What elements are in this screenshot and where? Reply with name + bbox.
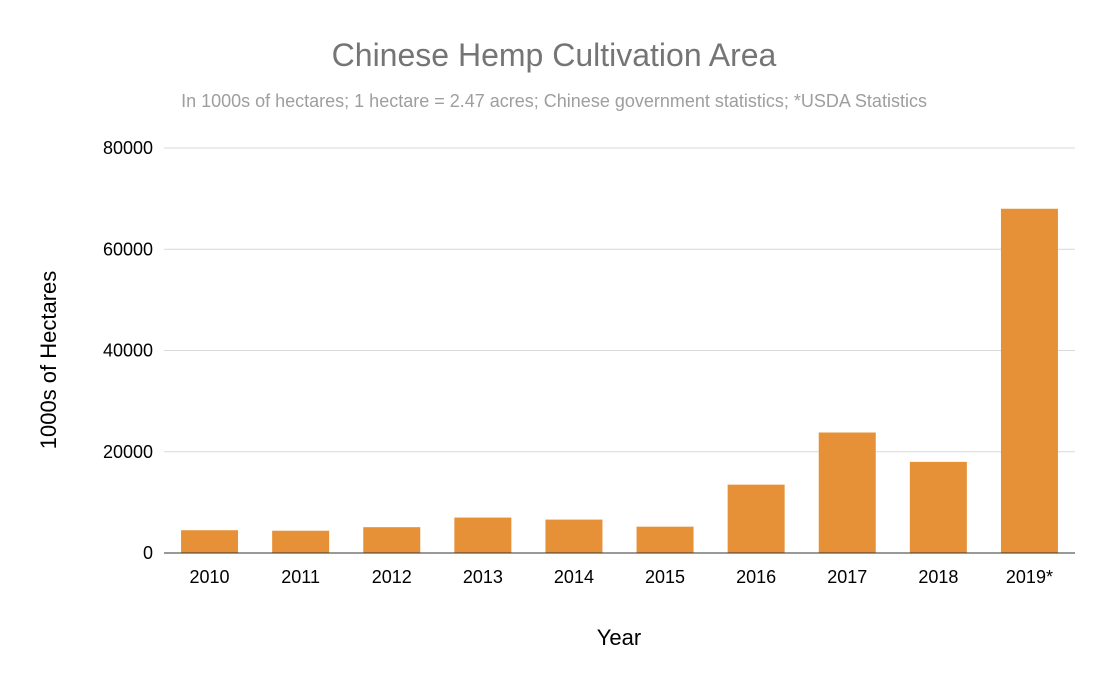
x-tick-label: 2011	[281, 567, 320, 587]
bar	[181, 530, 239, 553]
x-tick-label: 2018	[918, 567, 958, 587]
bar	[909, 461, 967, 553]
x-tick-label: 2017	[827, 567, 867, 587]
bar	[272, 530, 330, 553]
x-tick-label: 2010	[190, 567, 230, 587]
y-tick-labels: 0 20000 40000 60000 80000	[103, 138, 153, 563]
x-tick-label: 2013	[463, 567, 503, 587]
y-tick-label: 40000	[103, 341, 153, 361]
bar	[818, 432, 876, 553]
chart-title: Chinese Hemp Cultivation Area	[332, 37, 777, 73]
bar	[363, 527, 421, 553]
x-tick-label: 2019*	[1006, 567, 1053, 587]
y-tick-label: 20000	[103, 442, 153, 462]
bars	[181, 208, 1058, 553]
y-tick-label: 80000	[103, 138, 153, 158]
x-tick-label: 2014	[554, 567, 594, 587]
x-tick-label: 2015	[645, 567, 685, 587]
bar	[545, 519, 603, 553]
gridlines	[164, 147, 1075, 453]
x-tick-labels: 2010 2011 2012 2013 2014 2015 2016 2017 2018 2019…	[190, 567, 1053, 587]
x-tick-label: 2016	[736, 567, 776, 587]
bar	[727, 484, 785, 553]
y-tick-label: 60000	[103, 239, 153, 259]
chart-subtitle: In 1000s of hectares; 1 hectare = 2.47 a…	[181, 91, 927, 111]
bar	[1000, 208, 1058, 553]
bar	[454, 517, 512, 553]
y-tick-label: 0	[143, 543, 153, 563]
x-axis-title: Year	[597, 625, 641, 650]
x-tick-label: 2012	[372, 567, 412, 587]
y-axis-title: 1000s of Hectares	[36, 271, 61, 450]
bar	[636, 526, 694, 553]
